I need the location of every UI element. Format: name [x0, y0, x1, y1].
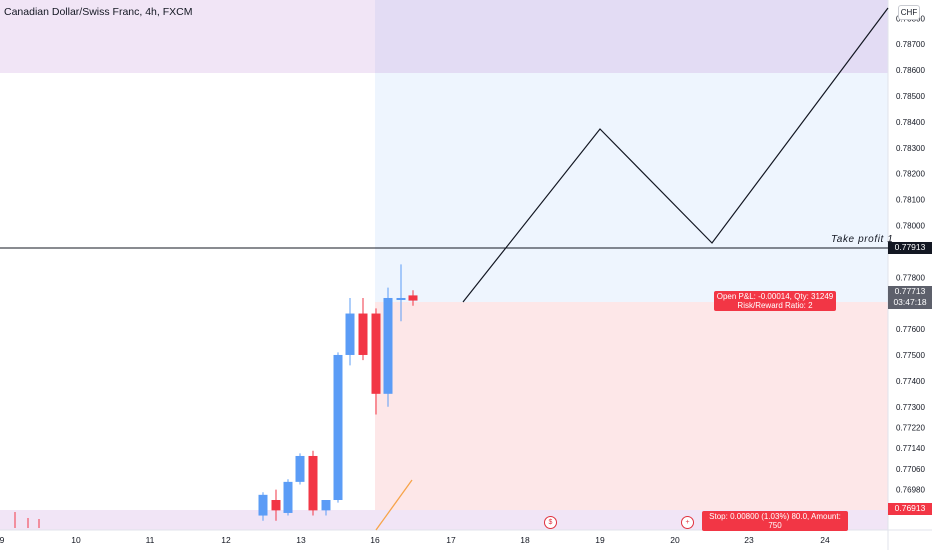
upper-session-band	[0, 0, 375, 73]
profit-zone	[375, 73, 888, 302]
candle-body	[295, 455, 305, 482]
price-tick-label: 0.78500	[896, 92, 925, 101]
price-tick-label: 0.77300	[896, 403, 925, 412]
take-profit-price-tag: 0.77913	[888, 242, 932, 254]
time-tick-label: 20	[670, 535, 680, 545]
price-tick-label: 0.78000	[896, 221, 925, 230]
earnings-icon[interactable]: +	[681, 516, 694, 529]
loss-zone	[375, 302, 888, 510]
time-tick-label: 11	[146, 535, 155, 545]
time-tick-label: 24	[820, 535, 830, 545]
candle-body	[358, 313, 368, 355]
upper-session-band-overlap	[375, 0, 888, 73]
time-tick-label: 13	[296, 535, 306, 545]
candle-body	[258, 494, 268, 516]
price-tick-label: 0.77060	[896, 465, 925, 474]
price-tick-label: 0.78400	[896, 118, 925, 127]
time-tick-label: 18	[520, 535, 530, 545]
risk-reward-text: Risk/Reward Ratio: 2	[737, 301, 813, 310]
candle-body	[333, 354, 343, 501]
candle-body	[371, 313, 381, 394]
stop-price-tag: 0.76913	[888, 503, 932, 515]
open-pnl-text: Open P&L: -0.00014, Qty: 31249	[716, 292, 834, 301]
time-tick-label: 17	[446, 535, 456, 545]
price-tick-label: 0.78600	[896, 66, 925, 75]
candle-body	[271, 500, 281, 511]
take-profit-label: Take profit 1	[831, 234, 894, 245]
countdown-tag: 03:47:18	[888, 297, 932, 309]
dividend-icon[interactable]: $	[544, 516, 557, 529]
candle-body	[283, 481, 293, 513]
candle-body	[308, 455, 318, 511]
price-tick-label: 0.77140	[896, 444, 925, 453]
candle-body	[345, 313, 355, 355]
lower-session-band	[0, 510, 888, 530]
price-tick-label: 0.77600	[896, 325, 925, 334]
price-tick-label: 0.77500	[896, 351, 925, 360]
time-tick-label: 10	[71, 535, 81, 545]
price-tick-label: 0.76980	[896, 486, 925, 495]
time-tick-label: 9	[0, 535, 5, 545]
price-tick-label: 0.77800	[896, 273, 925, 282]
price-tick-label: 0.77400	[896, 377, 925, 386]
time-tick-label: 12	[221, 535, 231, 545]
candle-body	[383, 297, 393, 394]
time-tick-label: 23	[744, 535, 754, 545]
time-tick-label: 16	[370, 535, 380, 545]
price-tick-label: 0.78700	[896, 40, 925, 49]
trend-stroke	[375, 479, 413, 531]
current-price-tag: 0.77713	[888, 286, 932, 298]
currency-button[interactable]: CHF	[898, 5, 920, 20]
open-pnl-label: Open P&L: -0.00014, Qty: 31249 Risk/Rewa…	[714, 291, 836, 311]
price-tick-label: 0.78100	[896, 196, 925, 205]
price-tick-label: 0.77220	[896, 423, 925, 432]
candle-body	[408, 295, 418, 301]
price-tick-label: 0.78300	[896, 144, 925, 153]
projection-path	[462, 7, 889, 303]
price-tick-label: 0.78200	[896, 170, 925, 179]
time-tick-label: 19	[595, 535, 605, 545]
chart-title: Canadian Dollar/Swiss Franc, 4h, FXCM	[4, 6, 193, 18]
candle-body	[321, 500, 331, 511]
stop-label: Stop: 0.00800 (1.03%) 80.0, Amount: 750	[702, 511, 848, 531]
candle-body	[396, 297, 406, 300]
